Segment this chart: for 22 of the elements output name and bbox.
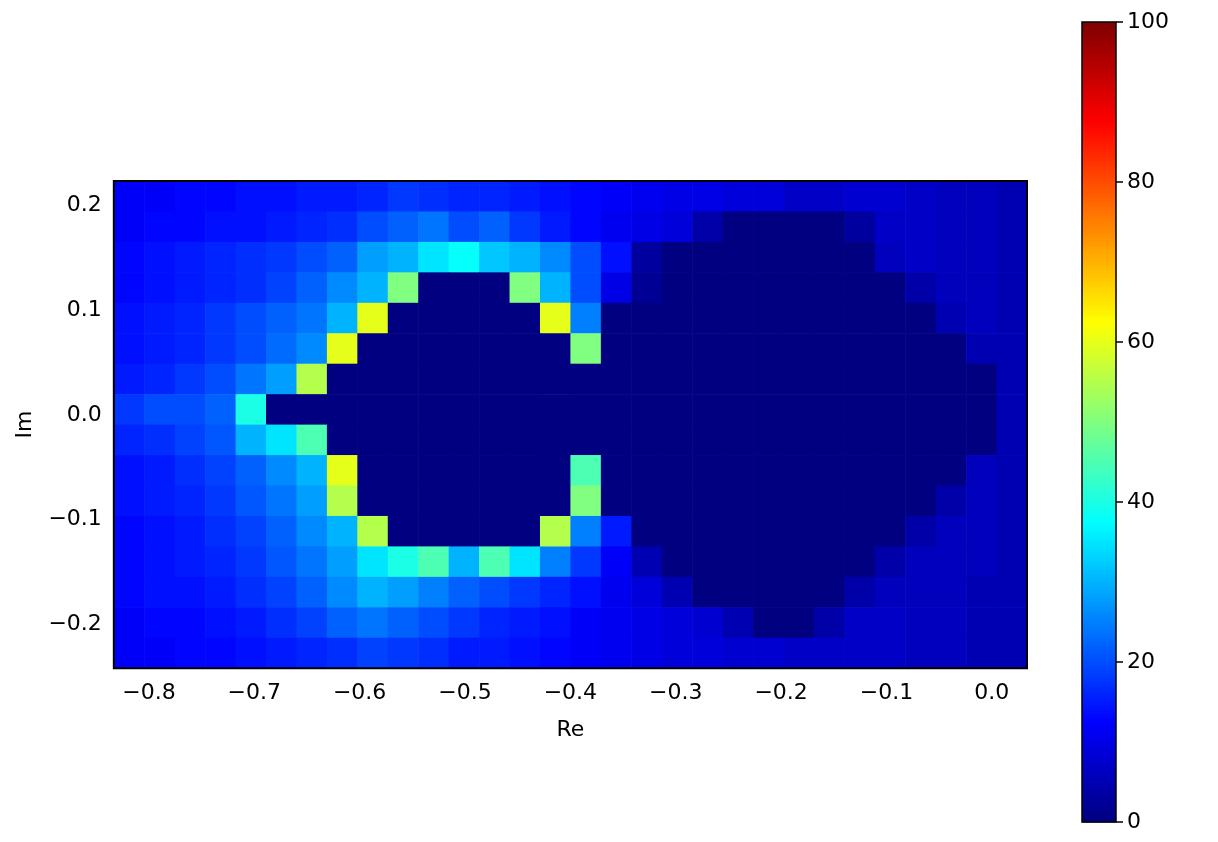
x-tick-label: −0.6: [332, 679, 387, 705]
y-tick-label: −0.1: [48, 505, 102, 531]
color-bar-label: 80: [1127, 167, 1155, 193]
color-bar-label: 0: [1127, 807, 1141, 833]
y-axis-title: Im: [10, 410, 36, 439]
color-bar-label: 100: [1127, 7, 1169, 33]
x-tick-label: −0.3: [649, 679, 703, 705]
color-bar-label: 40: [1127, 487, 1155, 513]
y-tick-label: 0.2: [66, 191, 102, 217]
x-tick-label: −0.2: [754, 679, 808, 705]
y-tick-label: 0.0: [66, 400, 102, 426]
x-tick-label: −0.7: [227, 679, 281, 705]
color-bar-label: 60: [1127, 327, 1155, 353]
x-tick-label: −0.8: [122, 679, 176, 705]
x-tick-label: 0.0: [974, 679, 1010, 705]
x-tick-label: −0.1: [859, 679, 914, 705]
color-bar-label: 20: [1127, 647, 1155, 673]
x-tick-label: −0.5: [438, 679, 492, 705]
y-tick-label: −0.2: [48, 610, 102, 636]
x-tick-label: −0.4: [543, 679, 598, 705]
x-axis-title: Re: [556, 715, 585, 741]
y-tick-label: 0.1: [66, 295, 102, 321]
